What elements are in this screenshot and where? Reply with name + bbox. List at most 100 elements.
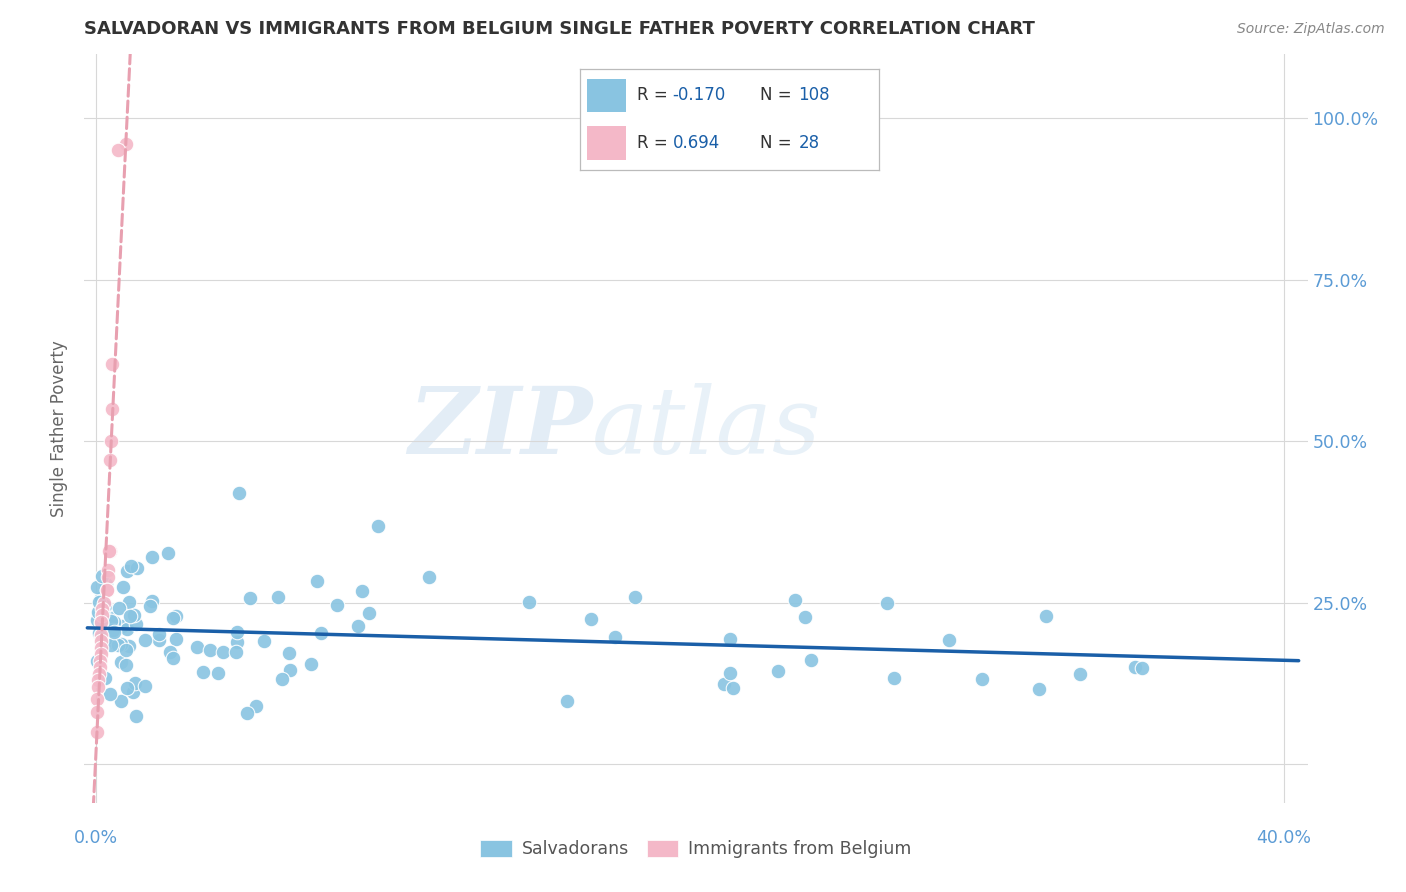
Y-axis label: Single Father Poverty: Single Father Poverty: [51, 340, 69, 516]
Point: [97, 563, 120, 577]
Point: [721, 681, 744, 695]
Point: [98, 544, 121, 558]
Point: [94, 671, 117, 685]
Point: [100, 401, 122, 416]
Point: [96, 582, 118, 597]
Point: [124, 708, 146, 723]
Point: [162, 610, 184, 624]
Point: [90, 591, 112, 606]
Point: [1035, 609, 1057, 624]
Point: [309, 625, 332, 640]
Point: [87, 594, 110, 608]
Point: [86, 706, 108, 720]
Point: [86, 692, 108, 706]
Point: [114, 643, 136, 657]
Point: [793, 609, 815, 624]
Point: [90, 608, 112, 623]
Point: [139, 599, 162, 614]
Point: [225, 645, 247, 659]
Point: [162, 651, 184, 665]
Point: [245, 699, 267, 714]
Point: [239, 591, 262, 605]
Point: [800, 653, 823, 667]
Point: [103, 625, 125, 640]
Point: [148, 627, 170, 641]
Point: [105, 637, 128, 651]
Point: [89, 660, 111, 674]
Point: [156, 546, 179, 560]
Point: [783, 592, 806, 607]
Point: [90, 630, 112, 644]
Point: [101, 611, 124, 625]
Point: [100, 638, 122, 652]
Point: [100, 614, 122, 628]
Point: [226, 635, 249, 649]
Point: [120, 559, 142, 574]
Point: [718, 665, 741, 680]
Point: [555, 694, 578, 708]
Point: [90, 640, 112, 655]
Point: [87, 625, 110, 640]
Point: [517, 595, 540, 609]
Point: [124, 676, 146, 690]
Point: [212, 644, 235, 658]
Point: [193, 665, 215, 679]
Point: [198, 643, 221, 657]
Point: [100, 434, 122, 448]
Point: [278, 646, 301, 660]
Point: [350, 584, 373, 599]
Point: [97, 570, 120, 584]
Point: [90, 615, 112, 630]
Point: [768, 664, 790, 678]
Point: [1130, 661, 1153, 675]
Point: [367, 519, 389, 533]
Point: [93, 606, 115, 620]
Text: atlas: atlas: [592, 384, 821, 473]
Point: [186, 640, 208, 655]
Text: Source: ZipAtlas.com: Source: ZipAtlas.com: [1237, 22, 1385, 37]
Point: [159, 644, 181, 658]
Point: [579, 612, 602, 626]
Point: [141, 593, 163, 607]
Point: [103, 615, 125, 629]
Point: [91, 602, 114, 616]
Point: [1028, 682, 1050, 697]
Point: [90, 628, 112, 642]
Point: [134, 633, 156, 648]
Text: 40.0%: 40.0%: [1257, 829, 1312, 847]
Point: [87, 680, 110, 694]
Point: [87, 666, 110, 681]
Point: [122, 607, 145, 622]
Point: [107, 639, 129, 653]
Point: [122, 685, 145, 699]
Legend: Salvadorans, Immigrants from Belgium: Salvadorans, Immigrants from Belgium: [474, 832, 918, 865]
Point: [110, 656, 132, 670]
Point: [101, 623, 124, 637]
Point: [118, 594, 141, 608]
Point: [91, 569, 114, 583]
Point: [90, 634, 112, 648]
Point: [114, 136, 136, 151]
Point: [347, 619, 370, 633]
Point: [86, 613, 108, 627]
Point: [713, 677, 735, 691]
Point: [112, 580, 135, 594]
Point: [876, 596, 898, 610]
Point: [89, 647, 111, 661]
Point: [1069, 667, 1091, 681]
Point: [98, 688, 121, 702]
Point: [938, 633, 960, 648]
Point: [93, 599, 115, 613]
Text: SALVADORAN VS IMMIGRANTS FROM BELGIUM SINGLE FATHER POVERTY CORRELATION CHART: SALVADORAN VS IMMIGRANTS FROM BELGIUM SI…: [84, 21, 1035, 38]
Point: [603, 630, 626, 644]
Point: [107, 144, 129, 158]
Point: [718, 632, 741, 647]
Point: [207, 665, 229, 680]
Point: [93, 596, 115, 610]
Point: [326, 598, 349, 612]
Point: [266, 591, 288, 605]
Point: [125, 561, 148, 575]
Point: [225, 625, 247, 640]
Point: [90, 641, 112, 656]
Point: [115, 657, 138, 672]
